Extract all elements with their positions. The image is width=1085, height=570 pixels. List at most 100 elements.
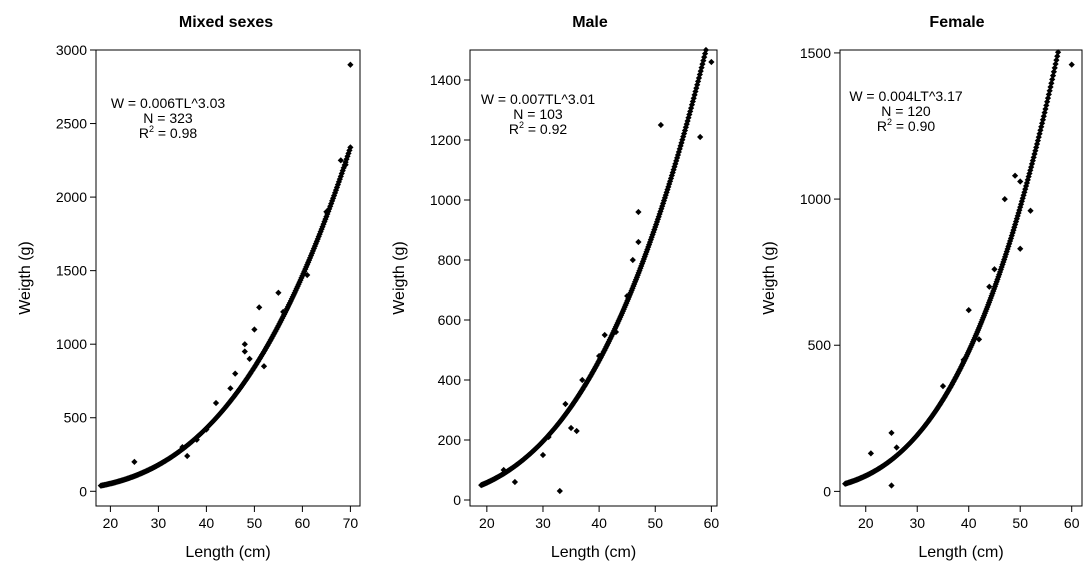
data-point bbox=[888, 482, 895, 489]
chart-title: Mixed sexes bbox=[179, 14, 273, 31]
r-squared: R2 = 0.90 bbox=[877, 117, 936, 134]
data-point bbox=[657, 121, 664, 129]
y-tick-label: 1400 bbox=[430, 72, 461, 88]
chart-title: Male bbox=[572, 14, 608, 31]
r-squared-superscript: 2 bbox=[149, 124, 154, 134]
data-point bbox=[511, 478, 519, 486]
r-squared-symbol: R bbox=[139, 125, 149, 141]
y-tick-label: 1500 bbox=[56, 263, 87, 279]
data-point bbox=[556, 487, 563, 495]
y-tick-label: 500 bbox=[64, 410, 88, 426]
r-squared-superscript: 2 bbox=[519, 120, 524, 130]
panel-1: Male 0 200 400 600 800 1000 1200 1400 20 30 40 50 60 L… bbox=[391, 14, 719, 561]
data-point bbox=[131, 458, 138, 465]
y-axis-label: Weigth (g) bbox=[761, 241, 778, 315]
x-tick-label: 30 bbox=[909, 515, 925, 531]
x-tick-label: 50 bbox=[647, 515, 663, 531]
data-point bbox=[227, 385, 234, 392]
r-squared: R2 = 0.92 bbox=[509, 120, 568, 137]
data-point bbox=[635, 208, 642, 216]
data-point bbox=[991, 266, 998, 273]
y-tick-label: 1200 bbox=[430, 132, 461, 148]
data-point bbox=[573, 427, 580, 435]
y-tick-label: 1500 bbox=[800, 45, 831, 61]
y-tick-label: 3000 bbox=[56, 42, 87, 58]
fit-equation: W = 0.006TL^3.03 bbox=[111, 95, 226, 111]
data-point bbox=[256, 304, 263, 311]
data-point bbox=[337, 157, 344, 164]
r-squared-value: = 0.92 bbox=[524, 121, 567, 137]
data-point bbox=[251, 326, 258, 333]
data-point bbox=[986, 283, 993, 290]
data-point bbox=[629, 256, 636, 264]
data-point bbox=[939, 383, 947, 390]
y-tick-label: 0 bbox=[79, 483, 87, 499]
x-tick-label: 60 bbox=[295, 515, 311, 531]
x-tick-label: 20 bbox=[103, 515, 119, 531]
data-point bbox=[1001, 195, 1008, 203]
x-tick-label: 20 bbox=[479, 515, 495, 531]
data-point bbox=[241, 348, 248, 355]
data-point bbox=[212, 399, 220, 407]
data-point bbox=[246, 355, 253, 363]
data-point bbox=[601, 331, 608, 339]
data-point bbox=[1027, 207, 1034, 214]
data-point bbox=[232, 370, 239, 377]
data-point bbox=[965, 307, 972, 314]
x-tick-label: 50 bbox=[247, 515, 263, 531]
y-tick-label: 1000 bbox=[430, 192, 461, 208]
data-point bbox=[342, 161, 349, 168]
y-tick-label: 600 bbox=[438, 312, 462, 328]
data-point bbox=[241, 341, 248, 348]
data-point bbox=[708, 58, 715, 66]
r-squared-symbol: R bbox=[877, 118, 887, 134]
fit-equation: W = 0.004LT^3.17 bbox=[849, 88, 963, 104]
chart-title: Female bbox=[929, 14, 984, 31]
y-tick-label: 1000 bbox=[56, 336, 87, 352]
data-point bbox=[323, 208, 330, 215]
x-tick-label: 30 bbox=[151, 515, 167, 531]
data-point bbox=[280, 308, 287, 315]
y-tick-label: 500 bbox=[808, 337, 832, 353]
plot-frame bbox=[839, 49, 1083, 507]
r-squared-superscript: 2 bbox=[887, 117, 892, 127]
x-tick-label: 40 bbox=[199, 515, 215, 531]
data-point bbox=[1011, 172, 1019, 179]
x-tick-label: 60 bbox=[704, 515, 720, 531]
y-axis-label: Weigth (g) bbox=[17, 241, 34, 315]
data-point bbox=[184, 452, 191, 460]
y-tick-label: 200 bbox=[438, 432, 462, 448]
y-tick-label: 0 bbox=[823, 483, 831, 499]
data-point bbox=[304, 271, 311, 279]
panel-2: Female 0 500 1000 1500 20 30 40 50 60 Length (cm) W… bbox=[761, 14, 1083, 561]
x-axis-label: Length (cm) bbox=[185, 544, 270, 561]
y-tick-label: 2000 bbox=[56, 189, 87, 205]
data-point bbox=[500, 466, 507, 474]
data-point bbox=[867, 450, 875, 457]
x-tick-label: 60 bbox=[1064, 515, 1080, 531]
r-squared-symbol: R bbox=[509, 121, 519, 137]
y-tick-label: 800 bbox=[438, 252, 462, 268]
r-squared: R2 = 0.98 bbox=[139, 124, 198, 141]
plot-frame bbox=[95, 49, 361, 507]
fit-equation: W = 0.007TL^3.01 bbox=[481, 91, 596, 107]
panel-0: Mixed sexes 0 500 1000 1500 2000 2500 3000 20 30 4… bbox=[17, 14, 361, 561]
data-point bbox=[347, 61, 354, 68]
data-point bbox=[1017, 245, 1024, 252]
r-squared-value: = 0.90 bbox=[892, 118, 935, 134]
x-tick-label: 70 bbox=[343, 515, 359, 531]
data-point bbox=[635, 238, 642, 246]
x-tick-label: 20 bbox=[858, 515, 874, 531]
sample-size: N = 120 bbox=[881, 103, 931, 119]
x-tick-label: 50 bbox=[1012, 515, 1028, 531]
data-point bbox=[1017, 178, 1024, 185]
y-tick-label: 0 bbox=[453, 492, 461, 508]
sample-size: N = 323 bbox=[143, 110, 193, 126]
x-axis-label: Length (cm) bbox=[551, 544, 636, 561]
data-point bbox=[275, 289, 282, 296]
data-point bbox=[562, 400, 569, 408]
y-tick-label: 1000 bbox=[800, 191, 831, 207]
r-squared-value: = 0.98 bbox=[154, 125, 197, 141]
plot-frame bbox=[469, 49, 718, 507]
